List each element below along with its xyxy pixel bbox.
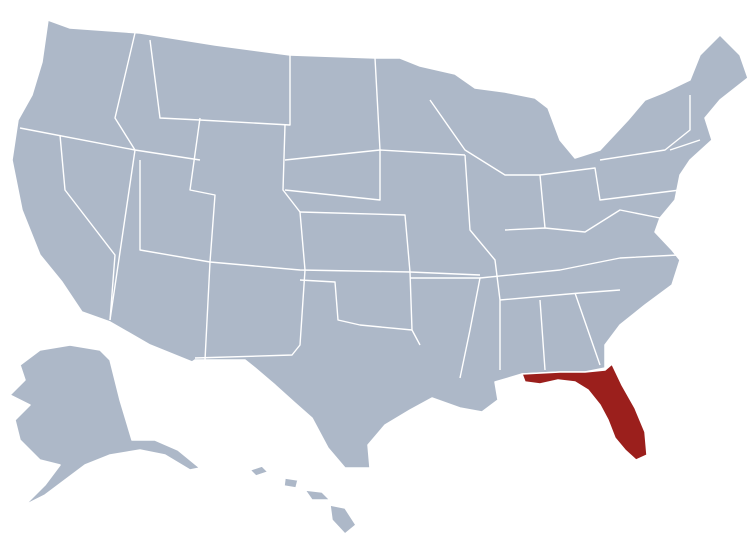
border-line bbox=[284, 57, 381, 201]
hawaii-island bbox=[329, 504, 357, 535]
border-line bbox=[599, 95, 701, 161]
state-borders bbox=[19, 32, 701, 379]
hawaii-island bbox=[304, 489, 331, 501]
border-line bbox=[299, 279, 413, 331]
hawaii-island bbox=[283, 477, 299, 489]
border-line bbox=[109, 32, 136, 321]
hawaii-island bbox=[249, 465, 269, 477]
contiguous-states bbox=[11, 19, 749, 469]
border-line bbox=[479, 254, 679, 279]
contiguous-us-landmass[interactable] bbox=[11, 19, 749, 469]
border-line bbox=[299, 211, 421, 346]
border-line bbox=[499, 289, 621, 301]
border-line bbox=[539, 167, 681, 201]
highlighted-state-florida[interactable] bbox=[521, 363, 648, 461]
border-line bbox=[539, 292, 601, 371]
alaska[interactable] bbox=[9, 344, 201, 506]
hawaii[interactable] bbox=[249, 465, 357, 535]
border-line bbox=[284, 149, 466, 161]
border-line bbox=[504, 209, 661, 233]
border-line bbox=[410, 277, 481, 379]
border-line bbox=[464, 154, 501, 370]
border-line bbox=[59, 134, 116, 321]
border-line bbox=[429, 99, 546, 229]
border-line bbox=[189, 117, 216, 361]
border-line bbox=[194, 124, 306, 359]
border-line bbox=[139, 160, 481, 276]
